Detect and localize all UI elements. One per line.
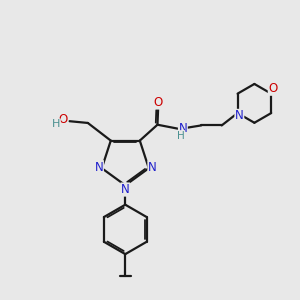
- Text: O: O: [154, 96, 163, 109]
- Text: N: N: [121, 183, 130, 196]
- Text: N: N: [94, 161, 103, 174]
- Text: O: O: [58, 113, 68, 126]
- Text: N: N: [178, 122, 187, 135]
- Text: N: N: [235, 110, 244, 122]
- Text: H: H: [52, 119, 60, 129]
- Text: N: N: [148, 161, 157, 174]
- Text: H: H: [177, 131, 185, 141]
- Text: O: O: [268, 82, 278, 95]
